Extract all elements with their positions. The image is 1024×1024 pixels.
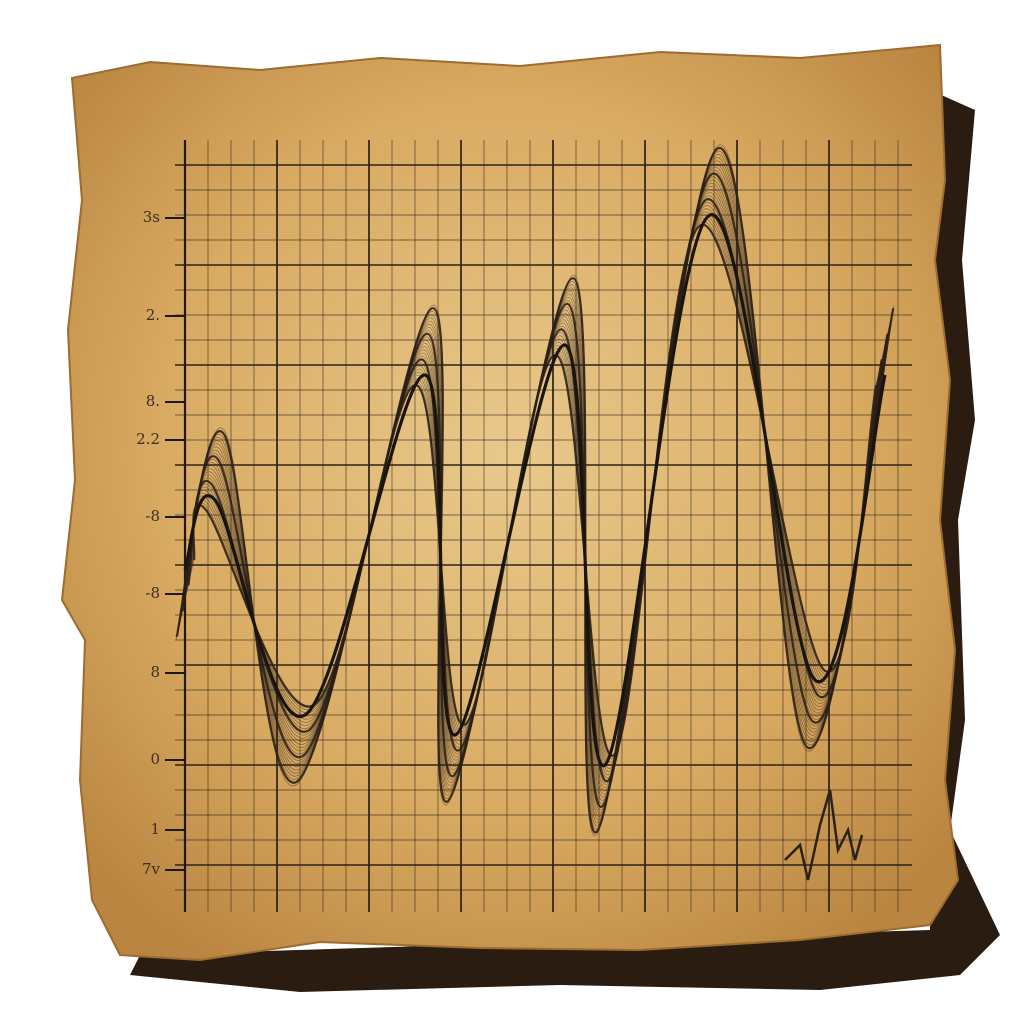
axis-label: -8 <box>145 507 160 525</box>
axis-label: 8 <box>150 663 160 681</box>
axis-label: 2.2 <box>136 430 160 448</box>
axis-label: 0 <box>150 750 160 768</box>
paper-sheet <box>60 43 960 962</box>
axis-label: 2. <box>146 306 160 324</box>
wave-main <box>183 213 887 767</box>
axis-label: 3s <box>143 208 160 226</box>
squiggle <box>784 789 864 881</box>
axis-label: 1 <box>150 820 160 838</box>
axis-label: -8 <box>145 584 160 602</box>
axis-label: 7v <box>142 860 161 878</box>
axis-label: 8. <box>146 392 160 410</box>
grid <box>175 140 912 912</box>
axis-labels: 3s 2. 8. 2.2 -8 -8 8 0 1 7v <box>136 208 185 878</box>
